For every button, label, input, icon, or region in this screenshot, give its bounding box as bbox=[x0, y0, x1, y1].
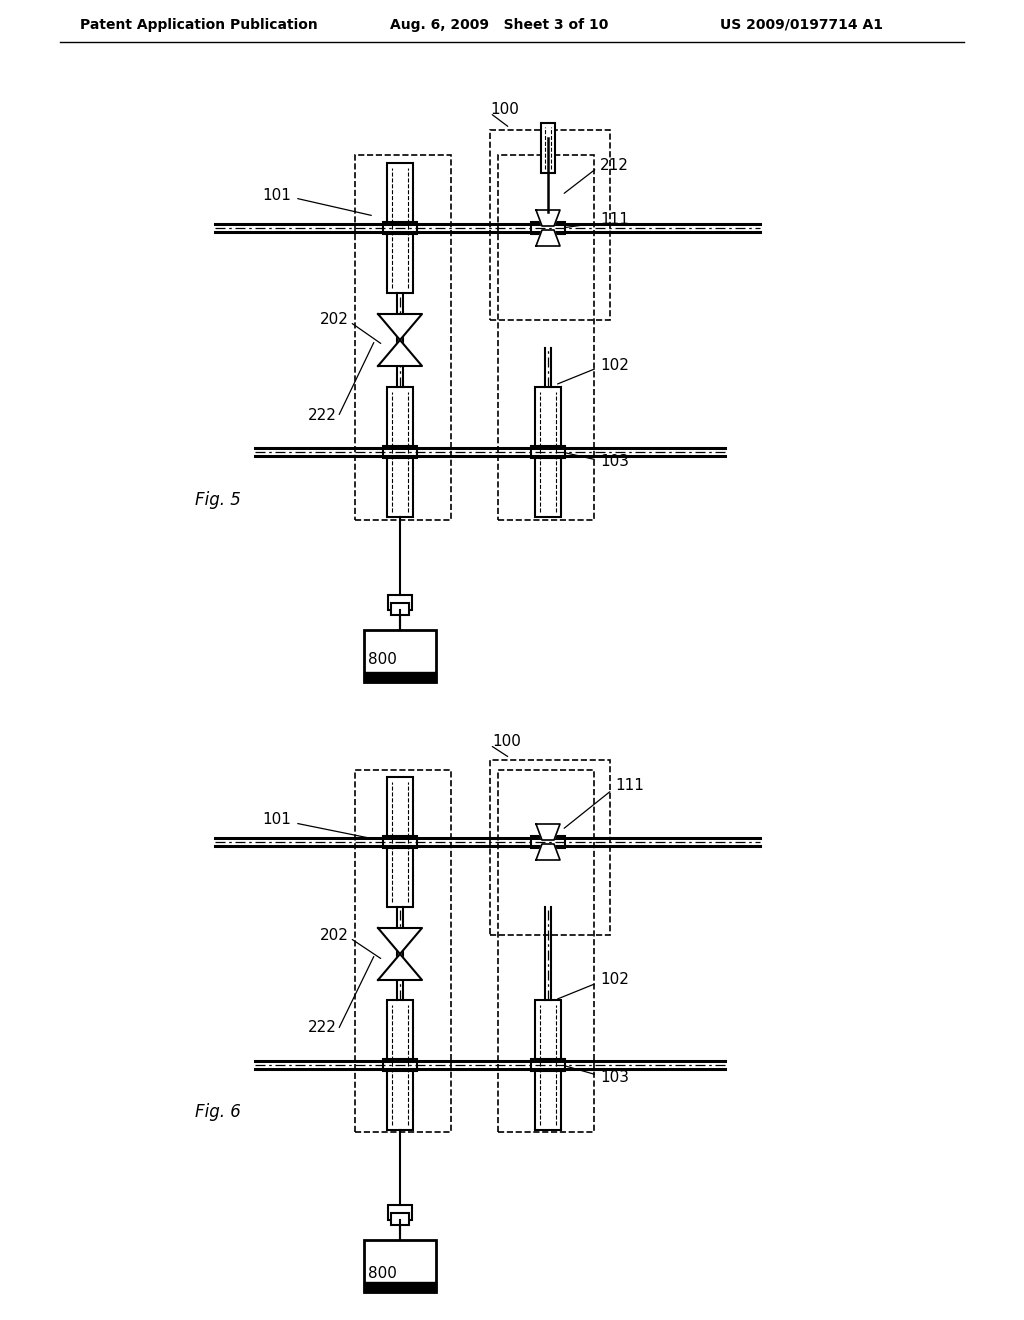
Polygon shape bbox=[364, 1282, 436, 1292]
Text: 222: 222 bbox=[308, 408, 337, 422]
Text: 111: 111 bbox=[615, 777, 644, 792]
Bar bbox=[387, 1001, 413, 1130]
Bar bbox=[535, 1001, 561, 1130]
Bar bbox=[383, 1059, 417, 1071]
Text: 800: 800 bbox=[368, 1266, 397, 1280]
Text: 103: 103 bbox=[600, 1071, 629, 1085]
Text: 102: 102 bbox=[600, 973, 629, 987]
Bar bbox=[531, 1059, 565, 1071]
Text: 111: 111 bbox=[600, 213, 629, 227]
Bar bbox=[490, 760, 610, 935]
Bar bbox=[364, 1239, 436, 1292]
Bar bbox=[383, 446, 417, 458]
Bar bbox=[388, 595, 412, 610]
Text: Patent Application Publication: Patent Application Publication bbox=[80, 18, 317, 32]
Text: Aug. 6, 2009   Sheet 3 of 10: Aug. 6, 2009 Sheet 3 of 10 bbox=[390, 18, 608, 32]
Polygon shape bbox=[536, 824, 560, 840]
Text: 212: 212 bbox=[600, 157, 629, 173]
Text: 202: 202 bbox=[319, 928, 349, 942]
Bar bbox=[383, 222, 417, 234]
Bar bbox=[387, 387, 413, 517]
Text: Fig. 5: Fig. 5 bbox=[195, 491, 241, 510]
Polygon shape bbox=[536, 230, 560, 246]
Text: 101: 101 bbox=[262, 813, 291, 828]
Bar bbox=[355, 770, 451, 1133]
Polygon shape bbox=[378, 341, 422, 366]
Text: US 2009/0197714 A1: US 2009/0197714 A1 bbox=[720, 18, 883, 32]
Bar bbox=[531, 836, 565, 847]
Text: 100: 100 bbox=[492, 734, 521, 750]
Bar bbox=[531, 222, 565, 234]
Text: 102: 102 bbox=[600, 358, 629, 372]
Bar bbox=[391, 1213, 409, 1225]
Polygon shape bbox=[378, 314, 422, 341]
Bar bbox=[535, 387, 561, 517]
Text: Fig. 6: Fig. 6 bbox=[195, 1104, 241, 1121]
Polygon shape bbox=[536, 843, 560, 861]
Bar bbox=[541, 123, 555, 173]
Bar bbox=[364, 630, 436, 682]
Bar bbox=[498, 154, 594, 520]
Text: 222: 222 bbox=[308, 1020, 337, 1035]
Text: 800: 800 bbox=[368, 652, 397, 668]
Bar bbox=[387, 162, 413, 293]
Bar bbox=[387, 777, 413, 907]
Bar bbox=[490, 129, 610, 319]
Polygon shape bbox=[536, 210, 560, 226]
Text: 202: 202 bbox=[319, 313, 349, 327]
Text: 101: 101 bbox=[262, 187, 291, 202]
Bar bbox=[531, 446, 565, 458]
Bar bbox=[388, 1205, 412, 1220]
Polygon shape bbox=[364, 672, 436, 682]
Bar bbox=[391, 603, 409, 615]
Bar bbox=[355, 154, 451, 520]
Text: 103: 103 bbox=[600, 454, 629, 470]
Text: 100: 100 bbox=[490, 103, 519, 117]
Polygon shape bbox=[378, 954, 422, 979]
Polygon shape bbox=[378, 928, 422, 954]
Bar bbox=[383, 836, 417, 847]
Bar bbox=[498, 770, 594, 1133]
